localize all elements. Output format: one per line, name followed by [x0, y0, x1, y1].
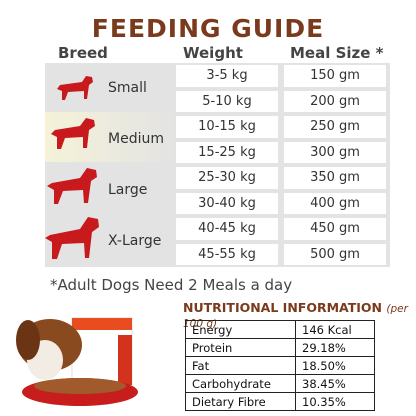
nutrition-heading: NUTRITIONAL INFORMATION: [183, 300, 382, 315]
nutrient-value: 18.50%: [295, 356, 375, 375]
nutrition-subtitle: (per 100 g): [183, 303, 408, 330]
weight-cell: 30-40 kg: [176, 192, 278, 214]
nutrient-name: Fat: [185, 356, 296, 375]
column-header: Meal Size *: [290, 44, 384, 62]
note: *Adult Dogs Need 2 Meals a day: [50, 276, 293, 294]
nutrition-title: NUTRITIONAL INFORMATION (per 100 g): [183, 300, 416, 330]
meal-cell: 150 gm: [284, 65, 386, 87]
weight-cell: 10-15 kg: [176, 116, 278, 138]
weight-cell: 45-55 kg: [176, 243, 278, 265]
meal-cell: 450 gm: [284, 218, 386, 240]
breed-label: Medium: [108, 130, 164, 147]
nutrient-name: Dietary Fibre: [185, 392, 296, 411]
nutrient-name: Carbohydrate: [185, 374, 296, 393]
nutrient-value: 29.18%: [295, 338, 375, 357]
meal-cell: 200 gm: [284, 90, 386, 112]
nutrient-value: 10.35%: [295, 392, 375, 411]
breed-label: Large: [108, 181, 148, 198]
nutrient-value: 146 Kcal: [295, 320, 375, 339]
weight-cell: 40-45 kg: [176, 218, 278, 240]
weight-cell: 3-5 kg: [176, 65, 278, 87]
breed-label: Small: [108, 79, 147, 96]
column-header: Weight: [183, 44, 243, 62]
product-photo: [16, 317, 138, 406]
meal-cell: 500 gm: [284, 243, 386, 265]
meal-cell: 400 gm: [284, 192, 386, 214]
column-header: Breed: [58, 44, 108, 62]
weight-cell: 15-25 kg: [176, 141, 278, 163]
meal-cell: 350 gm: [284, 167, 386, 189]
title: FEEDING GUIDE: [91, 14, 325, 43]
nutrient-value: 38.45%: [295, 374, 375, 393]
breed-label: X-Large: [108, 232, 162, 249]
weight-cell: 5-10 kg: [176, 90, 278, 112]
meal-cell: 250 gm: [284, 116, 386, 138]
dog-icons: [45, 76, 99, 259]
weight-cell: 25-30 kg: [176, 167, 278, 189]
meal-cell: 300 gm: [284, 141, 386, 163]
nutrient-name: Protein: [185, 338, 296, 357]
nutrient-name: Energy: [185, 320, 296, 339]
